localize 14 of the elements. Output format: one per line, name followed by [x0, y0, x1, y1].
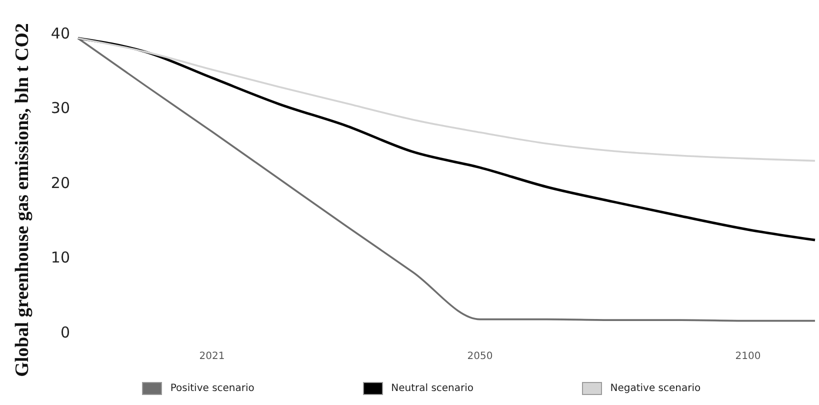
y-axis-title: Global greenhouse gas emissions, bln t CO2	[12, 23, 33, 377]
line-series	[77, 37, 816, 322]
line-series	[77, 37, 816, 162]
x-tick-label: 2050	[467, 351, 493, 362]
y-tick-label: 10	[50, 248, 70, 267]
legend-label: Neutral scenario	[391, 383, 474, 394]
legend-label: Positive scenario	[170, 383, 254, 394]
x-tick-label: 2100	[735, 351, 761, 362]
x-tick-label: 2021	[199, 351, 225, 362]
y-tick-label: 20	[50, 174, 70, 192]
y-tick-label: 40	[50, 24, 70, 42]
y-tick-label: 0	[60, 323, 70, 342]
y-tick-label: 30	[50, 99, 70, 118]
legend-label: Negative scenario	[610, 383, 701, 394]
